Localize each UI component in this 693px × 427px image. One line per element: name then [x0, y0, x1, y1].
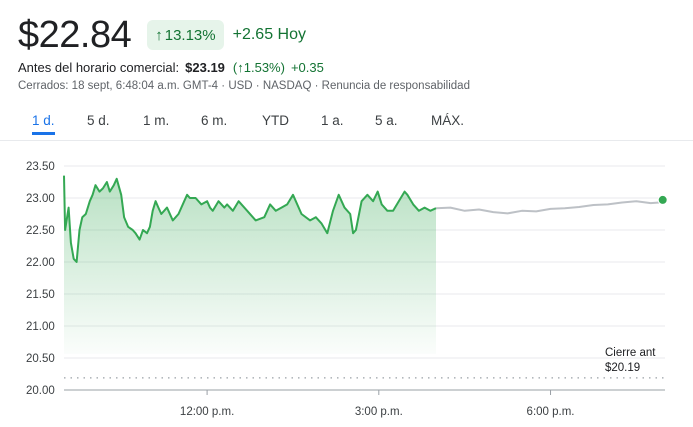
y-tick-label: 22.50 — [26, 225, 55, 237]
y-tick-label: 20.00 — [26, 385, 55, 397]
tab-ytd[interactable]: YTD — [262, 113, 289, 128]
premarket-percent: (↑1.53%) — [232, 60, 285, 75]
y-tick-label: 22.00 — [26, 257, 55, 269]
tab-1d[interactable]: 1 d. — [32, 113, 55, 135]
tab-max[interactable]: MÁX. — [431, 113, 465, 128]
previous-close-value: $20.19 — [605, 362, 640, 374]
currency: USD — [228, 80, 253, 92]
premarket-row: Antes del horario comercial: $23.19 (↑1.… — [18, 60, 324, 75]
closed-timestamp: Cerrados: 18 sept, 6:48:04 a.m. GMT-4 — [18, 80, 219, 92]
y-tick-label: 23.50 — [26, 161, 55, 173]
disclaimer-link[interactable]: Renuncia de responsabilidad — [321, 80, 470, 92]
quote-header: $22.84 ↑ 13.13% +2.65 Hoy — [18, 14, 306, 56]
y-tick-label: 23.00 — [26, 193, 55, 205]
x-tick-label: 6:00 p.m. — [527, 406, 575, 418]
tab-1y[interactable]: 1 a. — [321, 113, 344, 128]
y-tick-label: 20.50 — [26, 353, 55, 365]
arrow-up-icon: ↑ — [237, 60, 244, 75]
premarket-label: Antes del horario comercial: — [18, 60, 180, 75]
current-price: $22.84 — [18, 14, 132, 56]
tabs-divider — [0, 140, 693, 141]
x-tick-label: 3:00 p.m. — [355, 406, 403, 418]
premarket-percent-value: 1.53% — [243, 60, 281, 75]
percent-change-badge: ↑ 13.13% — [147, 20, 224, 50]
tab-5y[interactable]: 5 a. — [375, 113, 398, 128]
percent-change-value: 13.13% — [164, 26, 216, 44]
y-tick-label: 21.00 — [26, 321, 55, 333]
previous-close-label: Cierre ant — [605, 347, 656, 359]
y-tick-label: 21.50 — [26, 289, 55, 301]
current-price-dot — [657, 194, 668, 205]
x-tick-label: 12:00 p.m. — [180, 406, 234, 418]
premarket-change: +0.35 — [290, 60, 324, 75]
market-status-line: Cerrados: 18 sept, 6:48:04 a.m. GMT-4 · … — [18, 80, 470, 92]
price-chart[interactable]: 23.50 23.00 22.50 22.00 21.50 21.00 20.50 20.00… — [0, 150, 693, 427]
arrow-up-icon: ↑ — [155, 26, 163, 44]
premarket-price: $23.19 — [185, 60, 225, 75]
regular-session-area — [64, 175, 436, 354]
tab-6m[interactable]: 6 m. — [201, 113, 228, 128]
tab-5d[interactable]: 5 d. — [87, 113, 110, 128]
absolute-change: +2.65 Hoy — [232, 26, 306, 43]
regular-session-line — [63, 175, 437, 263]
exchange: NASDAQ — [262, 80, 312, 92]
tab-1m[interactable]: 1 m. — [143, 113, 170, 128]
extended-session-line — [435, 199, 664, 215]
